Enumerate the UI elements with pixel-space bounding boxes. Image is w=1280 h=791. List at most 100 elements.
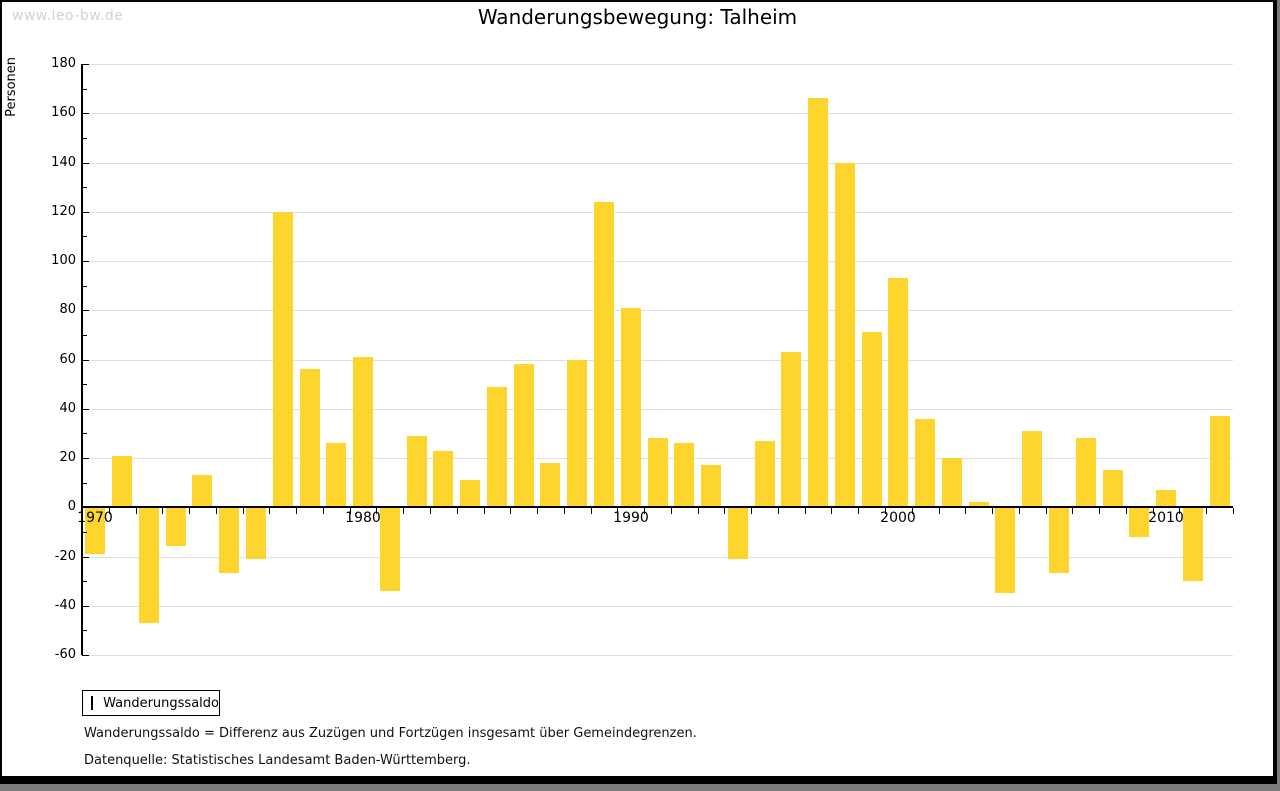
y-major-tick-120: [82, 212, 89, 213]
x-tick-17: [537, 508, 538, 514]
x-tick-7: [269, 508, 270, 514]
legend-box: Wanderungssaldo: [82, 690, 220, 716]
x-tick-4: [189, 508, 190, 514]
bar-1973: [166, 507, 186, 546]
footnote-source: Datenquelle: Statistisches Landesamt Bad…: [84, 753, 471, 768]
gridline--60: [82, 655, 1233, 656]
x-tick-13: [430, 508, 431, 514]
y-major-tick-60: [82, 360, 89, 361]
bar-1980: [353, 357, 373, 507]
y-minor-tick-70: [82, 335, 87, 336]
bar-1996: [781, 352, 801, 507]
bar-1976: [246, 507, 266, 559]
bar-2003: [969, 502, 989, 507]
y-tick-label-80: 80: [59, 302, 76, 317]
x-tick-label-1980: 1980: [345, 510, 381, 526]
x-axis-line: [82, 506, 1233, 508]
bar-1993: [701, 465, 721, 507]
y-minor-tick-170: [82, 89, 87, 90]
gridline-100: [82, 261, 1233, 262]
bar-2002: [942, 458, 962, 507]
y-minor-tick-110: [82, 236, 87, 237]
y-major-tick--60: [82, 655, 89, 656]
y-tick-label--60: -60: [54, 647, 76, 662]
x-tick-16: [510, 508, 511, 514]
bar-2010: [1156, 490, 1176, 507]
x-tick-37: [1072, 508, 1073, 514]
bar-2004: [995, 507, 1015, 593]
x-tick-30: [885, 508, 886, 514]
legend-label: Wanderungssaldo: [103, 695, 219, 711]
bar-1991: [648, 438, 668, 507]
x-tick-label-1970: 1970: [77, 510, 113, 526]
bar-2012: [1210, 416, 1230, 507]
bar-1999: [862, 332, 882, 507]
y-major-tick-80: [82, 310, 89, 311]
x-tick-19: [591, 508, 592, 514]
bar-1992: [674, 443, 694, 507]
x-tick-43: [1233, 508, 1234, 514]
x-tick-31: [912, 508, 913, 514]
y-tick-label--20: -20: [54, 549, 76, 564]
x-tick-20: [617, 508, 618, 514]
y-tick-label-0: 0: [67, 499, 76, 514]
bar-1983: [433, 451, 453, 508]
bar-1975: [219, 507, 239, 573]
x-tick-6: [243, 508, 244, 514]
x-tick-2: [136, 508, 137, 514]
y-major-tick-140: [82, 163, 89, 164]
gridline-60: [82, 360, 1233, 361]
y-major-tick--20: [82, 557, 89, 558]
y-minor-tick-150: [82, 138, 87, 139]
gridline-160: [82, 113, 1233, 114]
bar-1989: [594, 202, 614, 507]
y-major-tick--40: [82, 606, 89, 607]
bar-2000: [888, 278, 908, 507]
bar-1990: [621, 308, 641, 507]
y-tick-label--40: -40: [54, 598, 76, 613]
x-tick-15: [484, 508, 485, 514]
bar-2008: [1103, 470, 1123, 507]
plot-area: -60 -40 -20 0 20 40 60 80 100 120 140 160 180 1970 198…: [2, 2, 1273, 776]
y-minor-tick-90: [82, 286, 87, 287]
bar-1997: [808, 98, 828, 507]
x-tick-22: [671, 508, 672, 514]
y-tick-label-180: 180: [51, 56, 76, 71]
x-tick-10: [350, 508, 351, 514]
x-tick-1: [109, 508, 110, 514]
x-tick-38: [1099, 508, 1100, 514]
y-minor-tick-30: [82, 433, 87, 434]
bar-2005: [1022, 431, 1042, 507]
bar-1998: [835, 163, 855, 508]
gridline-80: [82, 310, 1233, 311]
bar-2011: [1183, 507, 1203, 581]
y-tick-label-60: 60: [59, 352, 76, 367]
bar-1977: [273, 212, 293, 508]
x-tick-11: [376, 508, 377, 514]
gridline--40: [82, 606, 1233, 607]
x-tick-26: [778, 508, 779, 514]
y-tick-label-140: 140: [51, 155, 76, 170]
y-minor-tick--50: [82, 630, 87, 631]
y-minor-tick-10: [82, 483, 87, 484]
y-major-tick-180: [82, 64, 89, 65]
y-minor-tick--30: [82, 581, 87, 582]
y-axis-line: [81, 64, 83, 655]
x-tick-5: [216, 508, 217, 514]
y-major-tick-40: [82, 409, 89, 410]
x-tick-25: [751, 508, 752, 514]
bar-1974: [192, 475, 212, 507]
bar-2009: [1129, 507, 1149, 537]
legend-swatch-icon: [91, 696, 94, 710]
x-tick-8: [296, 508, 297, 514]
chart-title: Wanderungsbewegung: Talheim: [477, 5, 798, 29]
bar-1978: [300, 369, 320, 507]
x-tick-9: [323, 508, 324, 514]
bar-1984: [460, 480, 480, 507]
x-tick-23: [698, 508, 699, 514]
x-tick-33: [965, 508, 966, 514]
gridline--20: [82, 557, 1233, 558]
y-major-tick-20: [82, 458, 89, 459]
y-tick-label-100: 100: [51, 253, 76, 268]
